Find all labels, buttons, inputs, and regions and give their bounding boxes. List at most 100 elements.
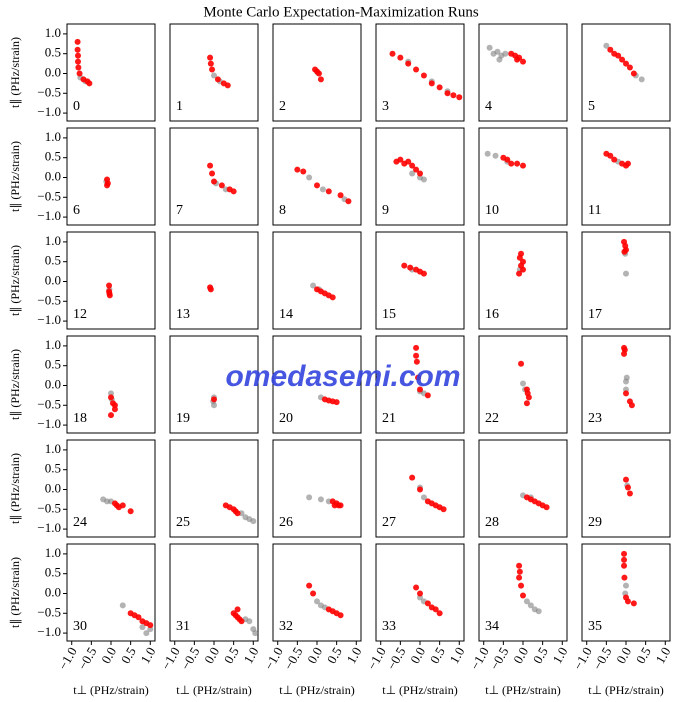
scatter-point xyxy=(417,386,423,393)
panel-label: 15 xyxy=(382,307,396,322)
panel: 11 xyxy=(581,127,671,226)
points xyxy=(207,54,231,89)
scatter-point xyxy=(603,42,610,49)
scatter-point xyxy=(415,374,422,381)
panel: 23 xyxy=(581,335,671,434)
scatter-point xyxy=(143,630,150,637)
scatter-point xyxy=(518,360,525,367)
scatter-point xyxy=(514,56,521,63)
scatter-point xyxy=(119,602,126,609)
scatter-point xyxy=(424,600,431,607)
panel-label: 21 xyxy=(382,411,396,426)
panel: 35 −1.0−0.50.00.51.0 t⊥ (PHz/strain) xyxy=(570,543,673,697)
panel-frame xyxy=(272,127,362,226)
scatter-point xyxy=(109,400,116,407)
scatter-point xyxy=(211,72,217,79)
scatter-point xyxy=(413,358,420,365)
panel-label: 20 xyxy=(279,411,293,426)
scatter-point xyxy=(622,242,629,249)
points xyxy=(119,602,154,637)
x-tick-label: −1.0 xyxy=(158,644,183,672)
scatter-point xyxy=(211,396,217,403)
panel-label: 2 xyxy=(279,99,286,114)
points xyxy=(230,606,258,637)
panel: 27 xyxy=(375,439,465,538)
panel: 16 xyxy=(478,231,568,330)
x-tick-label: 1.0 xyxy=(549,644,570,666)
scatter-point xyxy=(417,590,423,597)
points xyxy=(100,496,134,515)
scatter-point xyxy=(214,76,221,83)
scatter-point xyxy=(520,58,526,65)
x-tick-label: −1.0 xyxy=(364,644,389,672)
scatter-point xyxy=(234,510,241,517)
scatter-point xyxy=(621,574,628,581)
points xyxy=(401,262,427,277)
scatter-point xyxy=(420,72,427,79)
points xyxy=(413,344,431,399)
y-tick-label: −1.0 xyxy=(37,208,61,223)
scatter-point xyxy=(306,174,313,181)
panel-label: 1 xyxy=(176,99,183,114)
scatter-point xyxy=(456,94,463,101)
x-tick-label: 0.0 xyxy=(510,644,531,666)
panel-label: 32 xyxy=(279,619,293,634)
scatter-point xyxy=(623,374,630,381)
scatter-point xyxy=(623,270,629,277)
scatter-point xyxy=(207,286,214,293)
points xyxy=(306,582,344,619)
x-tick-label: 1.0 xyxy=(137,644,158,666)
y-tick-label: 1.0 xyxy=(45,25,61,40)
scatter-point xyxy=(317,496,324,503)
scatter-point xyxy=(75,64,82,71)
panel-label: 35 xyxy=(588,619,602,634)
scatter-point xyxy=(111,406,118,413)
y-tick-label: 0.0 xyxy=(45,168,61,183)
panel-frame xyxy=(581,127,671,226)
y-tick-label: 1.0 xyxy=(45,545,61,560)
panel-label: 14 xyxy=(279,307,293,322)
y-tick-label: 0.0 xyxy=(45,584,61,599)
y-tick-label: −0.5 xyxy=(37,604,61,619)
points xyxy=(623,476,633,497)
x-tick-label: −1.0 xyxy=(261,644,286,672)
x-tick-label: 0.5 xyxy=(221,644,242,666)
x-tick-label: 0.5 xyxy=(118,644,139,666)
panel-frame xyxy=(478,231,568,330)
panel: 7 xyxy=(169,127,259,226)
panel-frame xyxy=(478,23,568,122)
panel-label: 16 xyxy=(485,307,499,322)
scatter-point xyxy=(420,270,427,277)
panel-label: 34 xyxy=(485,619,499,634)
y-tick-label: 0.0 xyxy=(45,376,61,391)
y-tick-label: 1.0 xyxy=(45,337,61,352)
panel: 26 xyxy=(272,439,362,538)
scatter-point xyxy=(492,152,499,159)
panel: 8 xyxy=(272,127,362,226)
scatter-point xyxy=(630,600,637,607)
scatter-point xyxy=(234,606,241,613)
scatter-point xyxy=(535,608,542,615)
x-tick-label: 0.0 xyxy=(201,644,222,666)
scatter-point xyxy=(624,598,631,605)
chart-title: Monte Carlo Expectation-Maximization Run… xyxy=(203,4,479,20)
x-tick-label: 0.5 xyxy=(530,644,551,666)
panel-label: 8 xyxy=(279,203,286,218)
scatter-point xyxy=(397,54,404,61)
scatter-point xyxy=(409,170,416,177)
scatter-point xyxy=(417,170,423,177)
y-axis-label: t∥ (PHz/strain) xyxy=(8,349,22,420)
y-tick-label: −1.0 xyxy=(37,624,61,639)
scatter-point xyxy=(86,80,93,87)
scatter-point xyxy=(440,506,447,513)
scatter-point xyxy=(314,182,320,189)
scatter-point xyxy=(224,82,231,89)
panel-label: 12 xyxy=(73,307,87,322)
scatter-point xyxy=(520,162,526,169)
scatter-point xyxy=(621,248,628,255)
scatter-point xyxy=(106,290,113,297)
y-tick-label: −1.0 xyxy=(37,104,61,119)
scatter-point xyxy=(319,186,326,193)
x-tick-label: −0.5 xyxy=(178,644,203,672)
panel-label: 3 xyxy=(382,99,389,114)
